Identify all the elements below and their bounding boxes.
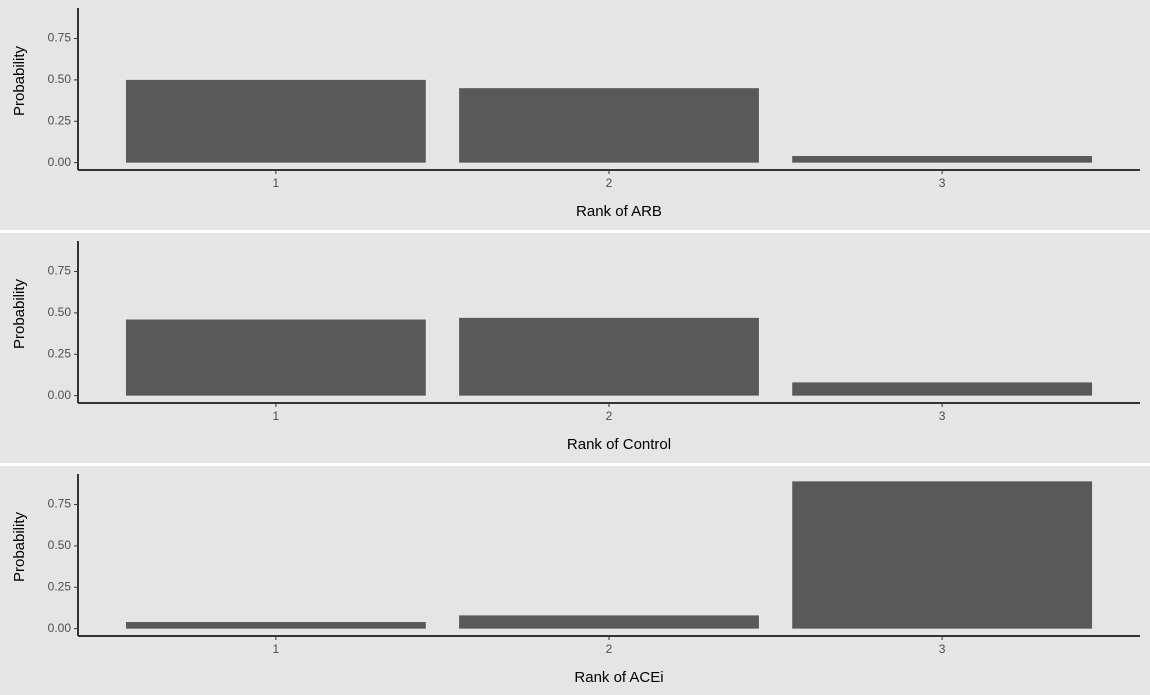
x-tick-label: 3	[939, 176, 946, 190]
y-tick-label: 0.25	[48, 579, 72, 593]
bar	[125, 622, 426, 629]
bar	[792, 481, 1093, 629]
bar	[459, 88, 759, 163]
x-tick-label: 1	[273, 642, 280, 656]
y-axis-title: Probability	[11, 511, 28, 582]
x-tick-label: 3	[939, 409, 946, 423]
x-tick-label: 2	[606, 642, 613, 656]
x-tick-label: 2	[606, 176, 613, 190]
y-tick-label: 0.75	[48, 497, 72, 511]
y-axis-title: Probability	[11, 278, 28, 349]
x-axis-title: Rank of ACEi	[574, 669, 663, 686]
y-tick-label: 0.00	[48, 388, 72, 402]
y-tick-label: 0.25	[48, 346, 72, 360]
y-tick-label: 0.75	[48, 264, 72, 278]
x-tick-label: 1	[273, 176, 280, 190]
y-tick-label: 0.50	[48, 305, 72, 319]
y-tick-label: 0.50	[48, 538, 72, 552]
bar	[459, 615, 759, 629]
bar	[125, 79, 426, 163]
bar	[792, 382, 1093, 396]
x-axis-title: Rank of ARB	[576, 203, 662, 220]
x-tick-label: 2	[606, 409, 613, 423]
y-tick-label: 0.00	[48, 621, 72, 635]
x-tick-label: 1	[273, 409, 280, 423]
y-axis-title: Probability	[11, 45, 28, 116]
x-axis-title: Rank of Control	[567, 436, 671, 453]
y-tick-label: 0.25	[48, 113, 72, 127]
y-tick-label: 0.75	[48, 31, 72, 45]
y-tick-label: 0.00	[48, 155, 72, 169]
bar	[125, 319, 426, 396]
bar	[792, 156, 1093, 163]
bar	[459, 317, 759, 396]
y-tick-label: 0.50	[48, 72, 72, 86]
x-tick-label: 3	[939, 642, 946, 656]
